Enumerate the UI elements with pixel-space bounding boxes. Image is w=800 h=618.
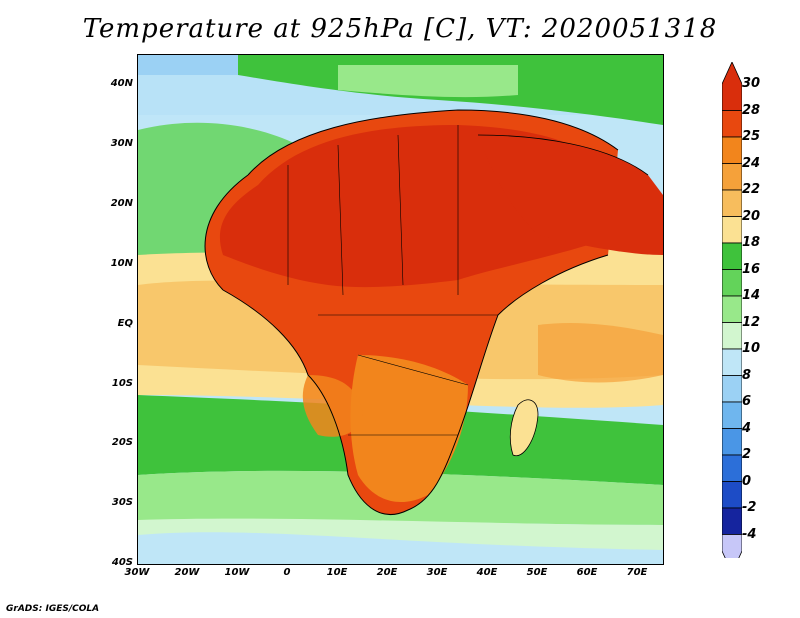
lat-tick-label: 30N [110, 138, 133, 149]
colorbar-swatch [722, 269, 742, 297]
colorbar-label: -4 [742, 526, 757, 542]
temperature-field [138, 55, 663, 564]
lon-tick-label: 40E [476, 567, 498, 578]
map-title: Temperature at 925hPa [C], VT: 202005131… [82, 14, 718, 44]
colorbar-swatch [722, 481, 742, 509]
lon-tick-label: 0 [283, 567, 291, 578]
colorbar-swatch [722, 507, 742, 535]
lat-tick-label: 10S [111, 378, 133, 389]
colorbar-swatch [722, 62, 742, 111]
colorbar-swatch [722, 428, 742, 456]
colorbar-swatch [722, 454, 742, 482]
colorbar-swatch [722, 401, 742, 429]
colorbar-swatch [722, 189, 742, 217]
colorbar-label: 24 [742, 155, 761, 171]
colorbar-label: 0 [742, 473, 752, 489]
lon-tick-label: 10E [326, 567, 348, 578]
lon-tick-label: 30E [426, 567, 448, 578]
colorbar-label: 2 [742, 447, 752, 462]
temperature-map [137, 54, 664, 565]
colorbar-label: 22 [742, 182, 761, 197]
colorbar-swatch [722, 163, 742, 191]
colorbar-swatch [722, 322, 742, 350]
colorbar-label: 28 [742, 102, 761, 118]
colorbar-label: 10 [742, 341, 761, 356]
lon-tick-label: 20W [174, 567, 200, 578]
lat-tick-label: 20S [111, 437, 133, 448]
colorbar-swatch [722, 295, 742, 323]
colorbar-label: 16 [742, 261, 761, 277]
colorbar-swatch [722, 136, 742, 164]
colorbar-label: 12 [742, 314, 761, 330]
lon-tick-label: 50E [526, 567, 548, 578]
colorbar-label: 14 [742, 288, 761, 303]
lat-tick-label: 20N [110, 198, 133, 209]
lat-tick-label: 30S [111, 497, 133, 508]
colorbar-label: 6 [742, 394, 752, 409]
colorbar-swatch [722, 110, 742, 138]
colorbar-label: 4 [742, 420, 752, 436]
colorbar-label: 8 [742, 367, 752, 383]
lon-tick-label: 20E [376, 567, 398, 578]
lon-tick-label: 60E [576, 567, 598, 578]
colorbar-label: 25 [742, 129, 761, 144]
colorbar [722, 62, 742, 558]
colorbar-swatch [722, 375, 742, 403]
lat-tick-label: EQ [117, 318, 133, 329]
colorbar-swatch [722, 348, 742, 376]
colorbar-label: 18 [742, 235, 761, 250]
lat-tick-label: 40S [111, 557, 133, 568]
lon-tick-label: 30W [124, 567, 150, 578]
colorbar-label: 20 [742, 208, 761, 224]
colorbar-swatch [722, 534, 742, 558]
colorbar-swatch [722, 216, 742, 244]
colorbar-label: 30 [742, 76, 761, 91]
grads-credit: GrADS: IGES/COLA [6, 604, 100, 614]
lon-tick-label: 10W [224, 567, 250, 578]
lat-tick-label: 10N [110, 258, 133, 269]
lon-tick-label: 70E [626, 567, 648, 578]
colorbar-swatch [722, 242, 742, 270]
lat-tick-label: 40N [110, 78, 133, 89]
colorbar-label: -2 [742, 500, 757, 515]
